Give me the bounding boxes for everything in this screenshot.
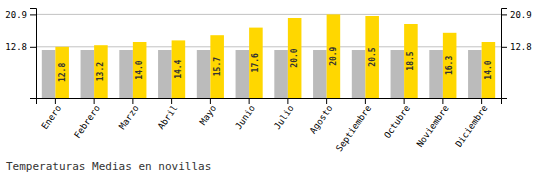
tick-mark (171, 98, 172, 104)
tick: Abril (156, 98, 180, 131)
tick-mark (501, 14, 507, 15)
tick-label: Junio (233, 103, 257, 131)
bar (172, 40, 186, 98)
bar (42, 50, 56, 98)
chart-title: Temperaturas Medias en novillas (6, 160, 211, 173)
axis-line (502, 9, 508, 99)
bar (119, 50, 133, 98)
data-label: 14.0 (484, 60, 493, 79)
tick-mark (481, 98, 482, 104)
axis-line (37, 99, 502, 105)
tick-mark (55, 98, 56, 104)
tick-mark (326, 98, 327, 104)
tick: Noviembre (415, 98, 451, 149)
bar-series (55, 14, 495, 98)
chart-container: 12.8 13.2 14.0 14.4 15.7 17.6 20.0 20.9 20.5 18.5… (0, 0, 537, 174)
bars (42, 14, 495, 98)
tick-label: Febrero (72, 103, 102, 140)
bar (274, 50, 288, 98)
data-labels: 12.8 13.2 14.0 14.4 15.7 17.6 20.0 20.9 20.5 18.5… (58, 46, 493, 82)
bar (94, 45, 108, 98)
bar (210, 35, 224, 98)
tick: 12.8 (501, 42, 532, 52)
bar (404, 24, 418, 98)
tick-mark (94, 98, 95, 104)
tick-mark (249, 98, 250, 104)
bar (236, 50, 250, 98)
data-label: 14.4 (174, 59, 183, 78)
data-label: 14.0 (135, 60, 144, 79)
tick-mark (287, 98, 288, 104)
data-label: 17.6 (251, 53, 260, 72)
tick: Agosto (308, 98, 335, 136)
data-label: 20.5 (368, 47, 377, 66)
bar (468, 50, 482, 98)
y2-axis: 12.8 20.9 (501, 9, 532, 99)
tick-label: Abril (156, 103, 180, 131)
tick-label: Octubre (382, 103, 412, 140)
tick-label: Noviembre (415, 103, 451, 149)
tick-label: Marzo (117, 103, 141, 131)
tick-label: Diciembre (453, 103, 489, 149)
tick: Julio (272, 98, 296, 131)
tick: 12.8 (5, 42, 36, 52)
tick-label: Septiembre (334, 103, 373, 153)
tick-label: Julio (272, 103, 296, 131)
bar (313, 50, 327, 98)
tick-mark (365, 98, 366, 104)
tick-mark (404, 98, 405, 104)
tick-label: Mayo (198, 103, 219, 127)
bar (443, 33, 457, 98)
tick: Marzo (117, 98, 141, 131)
grid-line (36, 14, 501, 15)
tick: Febrero (72, 98, 102, 140)
tick-mark (30, 47, 36, 48)
y-axis: 12.8 20.9 (5, 9, 36, 99)
tick-mark (442, 98, 443, 104)
axis-line (30, 9, 37, 99)
tick: Mayo (198, 98, 219, 127)
tick: Septiembre (334, 98, 373, 153)
bar (429, 50, 443, 98)
tick-label: Agosto (308, 103, 335, 135)
bar (55, 47, 69, 98)
bar (249, 28, 263, 98)
tick-label: 12.8 (510, 42, 532, 52)
tick: Diciembre (453, 98, 489, 149)
bar (482, 42, 496, 98)
tick-label: Enero (40, 103, 64, 131)
tick-mark (501, 47, 507, 48)
tick: Enero (40, 98, 64, 131)
bar (391, 50, 405, 98)
x-axis: Enero Febrero Marzo Abril Mayo Junio Julio Agos… (37, 98, 502, 153)
bar (133, 42, 147, 98)
grid (36, 14, 501, 46)
data-label: 16.3 (445, 56, 454, 75)
data-label: 15.7 (213, 57, 222, 76)
tick-label: 12.8 (5, 42, 27, 52)
bar (288, 18, 302, 98)
data-label: 12.8 (58, 63, 67, 82)
data-label: 13.2 (96, 62, 105, 81)
tick: 20.9 (5, 10, 36, 20)
bar (158, 50, 172, 98)
bar (81, 50, 95, 98)
tick-mark (30, 14, 36, 15)
bar (197, 50, 211, 98)
tick-mark (210, 98, 211, 104)
data-label: 18.5 (406, 51, 415, 70)
tick-label: 20.9 (5, 10, 27, 20)
tick: Junio (233, 98, 257, 131)
bar (365, 16, 379, 98)
tick: 20.9 (501, 10, 532, 20)
tick-mark (132, 98, 133, 104)
bar (327, 14, 341, 98)
tick: Octubre (382, 98, 412, 140)
data-label: 20.9 (329, 46, 338, 65)
data-label: 20.0 (290, 48, 299, 67)
tick-label: 20.9 (510, 10, 532, 20)
bar (352, 50, 366, 98)
chart-svg: 12.8 13.2 14.0 14.4 15.7 17.6 20.0 20.9 20.5 18.5… (0, 0, 537, 174)
